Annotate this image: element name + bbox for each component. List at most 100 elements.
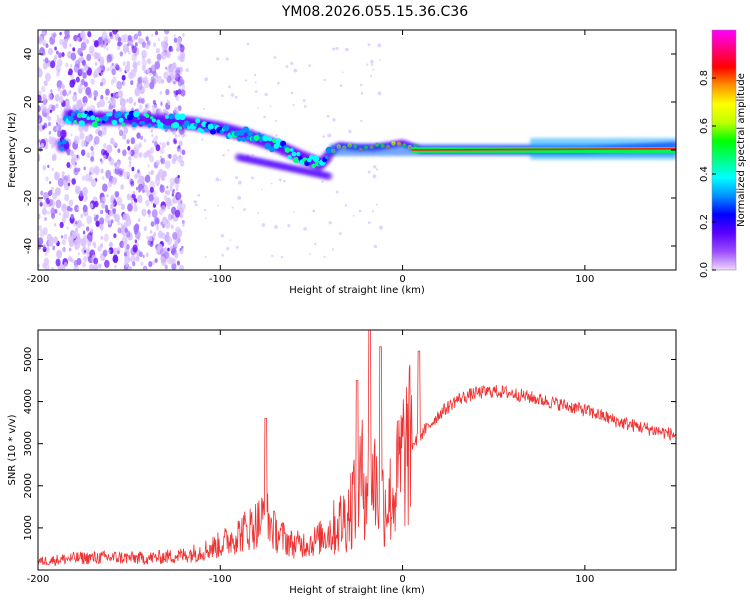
noise-speck (194, 203, 198, 207)
noise-speck (146, 235, 149, 240)
noise-speck (100, 42, 104, 48)
ridge-blob (147, 123, 152, 128)
noise-speck (119, 97, 125, 105)
noise-speck (84, 102, 87, 106)
ridge-blob (145, 113, 150, 119)
noise-speck (366, 63, 369, 66)
noise-speck (76, 36, 80, 42)
noise-speck (66, 161, 71, 169)
noise-speck (55, 258, 61, 267)
noise-speck (155, 174, 160, 181)
noise-speck (97, 245, 102, 252)
noise-speck (253, 73, 257, 77)
noise-speck (99, 98, 105, 108)
noise-speck (82, 230, 86, 235)
noise-speck (112, 247, 119, 256)
noise-speck (146, 68, 150, 74)
noise-speck (133, 201, 137, 206)
noise-speck (141, 208, 147, 217)
noise-speck (73, 63, 80, 73)
noise-speck (117, 40, 122, 47)
colorbar-ticks: 0.0 0.2 0.4 0.6 0.8 (699, 70, 716, 278)
noise-speck (367, 43, 371, 47)
noise-speck (166, 51, 171, 58)
noise-speck (328, 221, 332, 225)
noise-speck (99, 198, 103, 204)
noise-speck (107, 100, 110, 104)
noise-speck (125, 263, 129, 268)
noise-speck (82, 204, 88, 213)
colorbar: 0.0 0.2 0.4 0.6 0.8 Normalized spectral ampl… (699, 29, 747, 278)
noise-speck (130, 180, 135, 187)
noise-speck (128, 97, 133, 104)
noise-speck (321, 180, 324, 183)
noise-speck (110, 93, 114, 98)
noise-speck (48, 130, 52, 135)
ridge-blob (111, 119, 118, 126)
noise-speck (70, 52, 77, 61)
ridge-blob (245, 135, 251, 141)
noise-speck (273, 56, 277, 59)
noise-speck (56, 50, 59, 55)
noise-speck (106, 47, 109, 51)
noise-speck (53, 222, 57, 227)
noise-speck (327, 133, 332, 138)
noise-speck (171, 157, 176, 165)
noise-speck (51, 167, 54, 171)
noise-speck (128, 71, 134, 80)
noise-speck (86, 53, 92, 62)
noise-speck (358, 209, 362, 213)
noise-speck (50, 89, 53, 93)
ridge-blob (289, 148, 294, 152)
noise-speck (58, 95, 64, 104)
noise-speck (177, 89, 182, 95)
noise-speck (122, 134, 127, 140)
noise-speck (126, 139, 130, 145)
noise-speck (70, 213, 74, 219)
noise-speck (79, 68, 84, 75)
noise-speck (41, 85, 46, 93)
noise-speck (165, 197, 172, 207)
noise-speck (235, 176, 238, 180)
ridge-blob (287, 154, 292, 160)
noise-speck (86, 106, 90, 111)
noise-speck (269, 105, 272, 108)
noise-speck (145, 199, 150, 207)
noise-speck (117, 227, 122, 234)
y-tick-label: -40 (23, 238, 34, 254)
noise-speck (278, 178, 282, 182)
noise-speck (90, 150, 95, 157)
noise-speck (257, 106, 259, 109)
noise-speck (177, 145, 181, 149)
noise-speck (133, 144, 140, 154)
noise-speck (170, 48, 174, 52)
noise-speck (164, 190, 168, 195)
noise-speck (164, 264, 168, 270)
noise-speck (176, 260, 180, 266)
noise-speck (162, 223, 165, 229)
noise-speck (68, 90, 72, 95)
noise-speck (215, 177, 220, 182)
noise-speck (134, 173, 138, 180)
noise-speck (44, 72, 51, 82)
noise-speck (303, 227, 307, 231)
noise-speck (94, 166, 100, 176)
noise-speck (153, 216, 159, 225)
noise-speck (119, 51, 124, 57)
noise-speck (112, 76, 117, 83)
noise-speck (180, 160, 185, 167)
noise-speck (155, 144, 161, 152)
noise-speck (179, 264, 185, 270)
noise-speck (128, 150, 132, 156)
noise-speck (106, 67, 110, 72)
noise-speck (126, 244, 130, 250)
ridge-blob (267, 136, 273, 142)
noise-speck (38, 139, 41, 144)
noise-speck (97, 66, 102, 74)
noise-speck (134, 230, 141, 239)
noise-speck (280, 256, 284, 259)
noise-speck (81, 139, 86, 148)
noise-speck (87, 31, 92, 38)
noise-speck (94, 200, 99, 208)
